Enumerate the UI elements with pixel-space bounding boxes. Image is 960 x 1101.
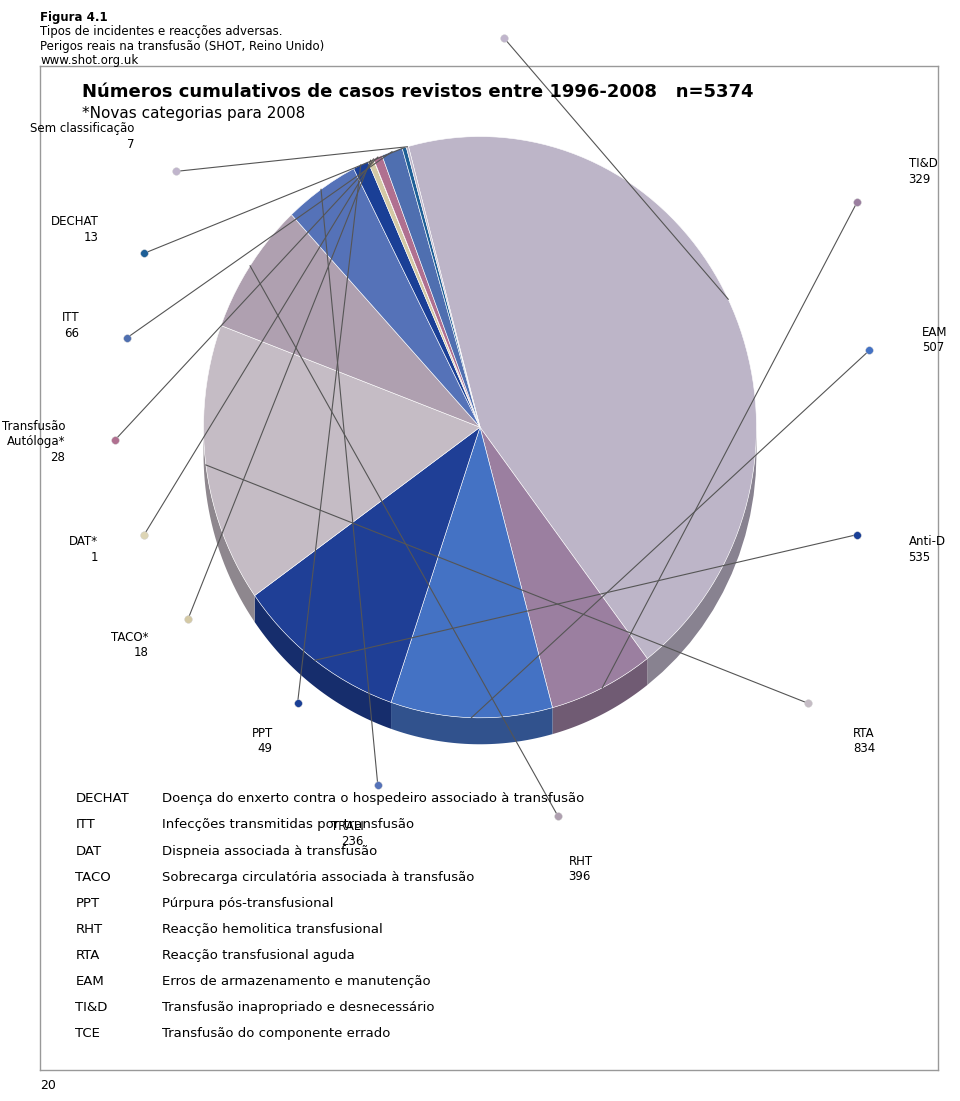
Text: Transfusão do componente errado: Transfusão do componente errado (161, 1027, 390, 1040)
Text: RHT
396: RHT 396 (568, 854, 592, 883)
Text: Sobrecarga circulatória associada à transfusão: Sobrecarga circulatória associada à tran… (161, 871, 474, 884)
Text: Transfusão
Autóloga*
28: Transfusão Autóloga* 28 (2, 419, 65, 464)
Text: RTA
834: RTA 834 (853, 727, 876, 755)
Text: EAM
507: EAM 507 (923, 326, 948, 355)
Text: ITT
66: ITT 66 (61, 312, 79, 340)
Polygon shape (647, 428, 756, 685)
Text: RTA: RTA (76, 949, 100, 962)
Text: 20: 20 (40, 1079, 57, 1092)
Text: Tipos de incidentes e reacções adversas.: Tipos de incidentes e reacções adversas. (40, 25, 283, 39)
Polygon shape (353, 162, 480, 427)
Polygon shape (408, 137, 756, 658)
Polygon shape (480, 427, 647, 708)
Polygon shape (553, 658, 647, 734)
Text: *Novas categorias para 2008: *Novas categorias para 2008 (82, 106, 305, 121)
Polygon shape (204, 433, 254, 622)
Text: Infecções transmitidas por transfusão: Infecções transmitidas por transfusão (161, 818, 414, 831)
Text: www.shot.org.uk: www.shot.org.uk (40, 54, 138, 67)
Text: Sem classificação
7: Sem classificação 7 (30, 122, 134, 151)
Text: Reacção hemolitica transfusional: Reacção hemolitica transfusional (161, 923, 382, 936)
Text: EAM: EAM (76, 975, 104, 988)
Text: DECHAT: DECHAT (76, 793, 129, 805)
Text: PPT: PPT (76, 897, 100, 909)
Text: TACO: TACO (76, 871, 111, 884)
Polygon shape (292, 168, 480, 427)
Text: PPT
49: PPT 49 (252, 727, 273, 755)
Text: Números cumulativos de casos revistos entre 1996-2008   n=5374: Números cumulativos de casos revistos en… (82, 83, 753, 100)
Text: Transfusão inapropriado e desnecessário: Transfusão inapropriado e desnecessário (161, 1001, 434, 1014)
Text: TRALI
236: TRALI 236 (331, 820, 364, 849)
Text: Doença do enxerto contra o hospedeiro associado à transfusão: Doença do enxerto contra o hospedeiro as… (161, 793, 584, 805)
Text: Anti-D
535: Anti-D 535 (908, 535, 946, 564)
Polygon shape (391, 702, 553, 744)
Text: Perigos reais na transfusão (SHOT, Reino Unido): Perigos reais na transfusão (SHOT, Reino… (40, 40, 324, 53)
Text: ITT: ITT (76, 818, 95, 831)
Polygon shape (254, 596, 391, 729)
Polygon shape (204, 326, 480, 596)
Text: Erros de armazenamento e manutenção: Erros de armazenamento e manutenção (161, 975, 430, 988)
Text: Dispneia associada à transfusão: Dispneia associada à transfusão (161, 844, 377, 858)
Polygon shape (368, 159, 480, 427)
Polygon shape (391, 427, 553, 718)
Polygon shape (402, 148, 480, 427)
Polygon shape (406, 146, 480, 427)
Text: TI&D: TI&D (76, 1001, 108, 1014)
Text: DAT*
1: DAT* 1 (69, 535, 99, 564)
Text: Púrpura pós-transfusional: Púrpura pós-transfusional (161, 897, 333, 909)
Text: RHT: RHT (76, 923, 103, 936)
Text: TACO*
18: TACO* 18 (110, 631, 148, 659)
Text: TCE: TCE (76, 1027, 100, 1040)
Text: Reacção transfusional aguda: Reacção transfusional aguda (161, 949, 354, 962)
Text: DAT: DAT (76, 844, 102, 858)
Text: TI&D
329: TI&D 329 (908, 157, 937, 186)
Text: Figura 4.1: Figura 4.1 (40, 11, 108, 24)
Polygon shape (373, 155, 480, 427)
Text: DECHAT
13: DECHAT 13 (51, 216, 99, 243)
Polygon shape (221, 215, 480, 427)
Polygon shape (254, 427, 480, 702)
Polygon shape (373, 159, 480, 427)
Polygon shape (382, 149, 480, 427)
